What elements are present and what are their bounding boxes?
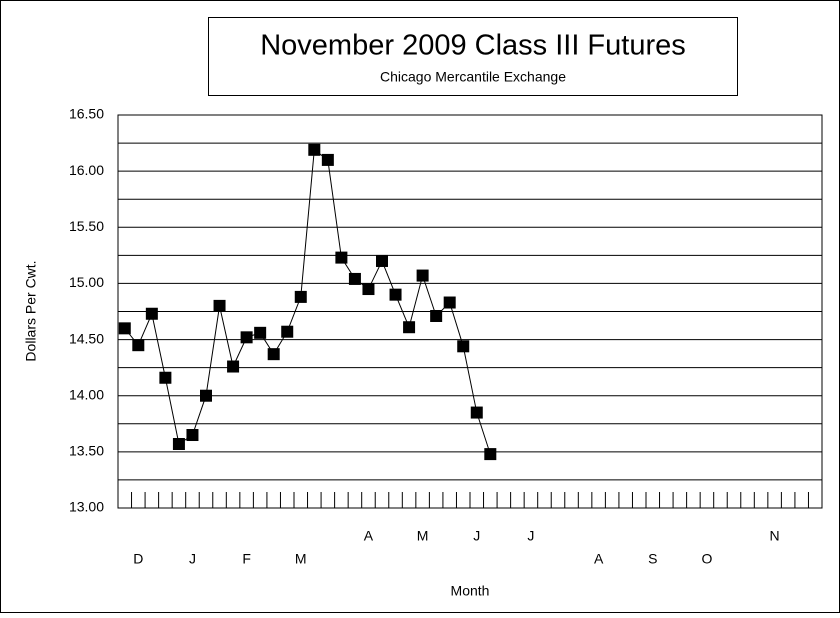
- data-marker: [484, 448, 497, 461]
- month-label: O: [701, 551, 712, 567]
- data-marker: [172, 437, 185, 450]
- chart-subtitle: Chicago Mercantile Exchange: [380, 69, 566, 85]
- data-marker: [376, 254, 388, 267]
- month-label: J: [189, 551, 196, 567]
- data-marker: [308, 143, 321, 156]
- y-tick-label: 15.50: [69, 218, 104, 234]
- y-tick-label: 16.50: [69, 106, 104, 122]
- data-marker: [267, 348, 280, 361]
- data-marker: [118, 322, 131, 335]
- data-marker: [457, 340, 470, 353]
- data-line: [124, 148, 491, 455]
- chart-title: November 2009 Class III Futures: [260, 30, 686, 62]
- month-label: A: [594, 551, 604, 567]
- y-tick-label: 13.00: [69, 499, 104, 515]
- title-box: [208, 17, 738, 96]
- data-marker: [132, 339, 145, 352]
- data-marker: [389, 288, 402, 301]
- y-tick-label: 14.50: [69, 330, 104, 346]
- data-marker: [443, 296, 456, 309]
- data-marker: [145, 307, 158, 320]
- data-marker: [281, 325, 294, 338]
- data-marker: [159, 371, 172, 384]
- x-axis-label: Month: [451, 583, 490, 599]
- month-label: M: [295, 551, 307, 567]
- month-label: M: [417, 528, 429, 544]
- month-label: N: [770, 528, 780, 544]
- month-label: S: [648, 551, 657, 567]
- data-marker: [430, 309, 443, 322]
- data-marker: [213, 299, 226, 312]
- y-axis-label: Dollars Per Cwt.: [23, 260, 39, 361]
- month-label: J: [527, 528, 534, 544]
- data-marker: [470, 406, 483, 419]
- y-tick-label: 15.00: [69, 274, 104, 290]
- data-marker: [294, 290, 307, 303]
- month-label: J: [473, 528, 480, 544]
- data-marker: [403, 321, 416, 334]
- data-marker: [254, 326, 267, 339]
- data-marker: [227, 360, 240, 373]
- y-tick-label: 14.00: [69, 386, 104, 402]
- y-tick-label: 13.50: [69, 443, 104, 459]
- data-marker: [348, 272, 361, 285]
- data-marker: [362, 283, 375, 296]
- data-marker: [335, 251, 348, 264]
- month-label: A: [364, 528, 374, 544]
- data-marker: [416, 269, 429, 282]
- y-tick-label: 16.00: [69, 162, 104, 178]
- data-marker: [200, 389, 212, 402]
- month-label: F: [242, 551, 251, 567]
- month-label: D: [133, 551, 143, 567]
- data-marker: [186, 429, 199, 442]
- data-marker: [321, 153, 334, 166]
- data-marker: [240, 331, 253, 344]
